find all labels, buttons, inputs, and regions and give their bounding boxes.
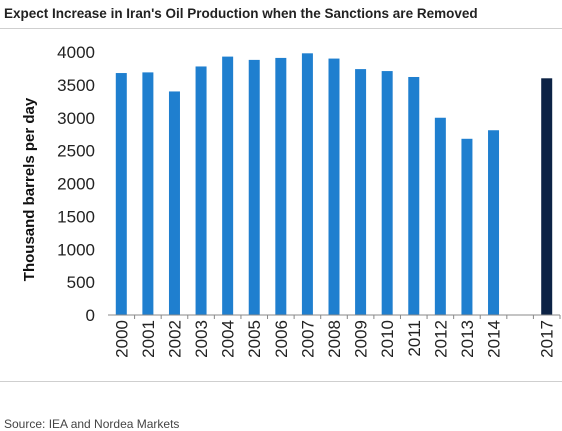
- x-tick-label: 2001: [139, 320, 158, 358]
- bar-2014: [488, 130, 500, 315]
- x-tick-label: 2017: [538, 320, 557, 358]
- bar-2010: [381, 71, 393, 315]
- x-tick-label: 2005: [245, 320, 264, 358]
- bar-2012: [434, 117, 446, 315]
- x-tick-label: 2008: [325, 320, 344, 358]
- bar-2017: [541, 78, 553, 315]
- chart-title: Expect Increase in Iran's Oil Production…: [4, 6, 478, 21]
- bar-2007: [301, 53, 313, 315]
- x-axis: 2000 2001 2002 2003 2004 2005 2006 2007 2008 2009…: [112, 315, 561, 358]
- y-tick-label: 0: [86, 306, 95, 325]
- bar-2003: [195, 66, 207, 315]
- y-tick-label: 3000: [57, 109, 95, 128]
- x-tick-label: 2006: [272, 320, 291, 358]
- footer-divider: [0, 381, 562, 382]
- x-tick-label: 2011: [405, 320, 424, 357]
- source-note: Source: IEA and Nordea Markets: [4, 417, 180, 431]
- y-tick-label: 500: [67, 273, 95, 292]
- y-tick-label: 1000: [57, 240, 95, 259]
- y-tick-label: 2500: [57, 142, 95, 161]
- bar-2011: [408, 76, 420, 315]
- y-axis: 0 500 1000 1500 2000 2500 3000 3500 4000: [57, 43, 95, 325]
- bar-2001: [142, 72, 154, 315]
- chart-area: 0 500 1000 1500 2000 2500 3000 3500 4000 2000 200…: [0, 30, 562, 380]
- x-tick-label: 2000: [112, 320, 131, 358]
- title-divider: [0, 28, 562, 29]
- bar-2009: [355, 69, 367, 315]
- bar-2004: [222, 56, 234, 315]
- bar-2005: [248, 59, 260, 315]
- y-tick-label: 4000: [57, 43, 95, 62]
- y-tick-label: 1500: [57, 207, 95, 226]
- x-tick-label: 2004: [219, 320, 238, 358]
- x-tick-label: 2009: [352, 320, 371, 358]
- x-tick-label: 2002: [165, 320, 184, 358]
- x-tick-label: 2003: [192, 320, 211, 358]
- x-tick-label: 2013: [458, 320, 477, 358]
- x-tick-label: 2007: [298, 320, 317, 358]
- bar-2002: [168, 91, 180, 315]
- y-tick-label: 3500: [57, 76, 95, 95]
- bar-2006: [275, 57, 287, 315]
- x-tick-label: 2012: [431, 320, 450, 358]
- bar-2008: [328, 58, 340, 315]
- bars: [115, 53, 553, 315]
- bar-2013: [461, 138, 473, 315]
- x-tick-label: 2014: [485, 320, 504, 358]
- y-tick-label: 2000: [57, 175, 95, 194]
- x-tick-label: 2010: [378, 320, 397, 358]
- y-axis-label: Thousand barrels per day: [21, 97, 38, 281]
- bar-2000: [115, 73, 127, 315]
